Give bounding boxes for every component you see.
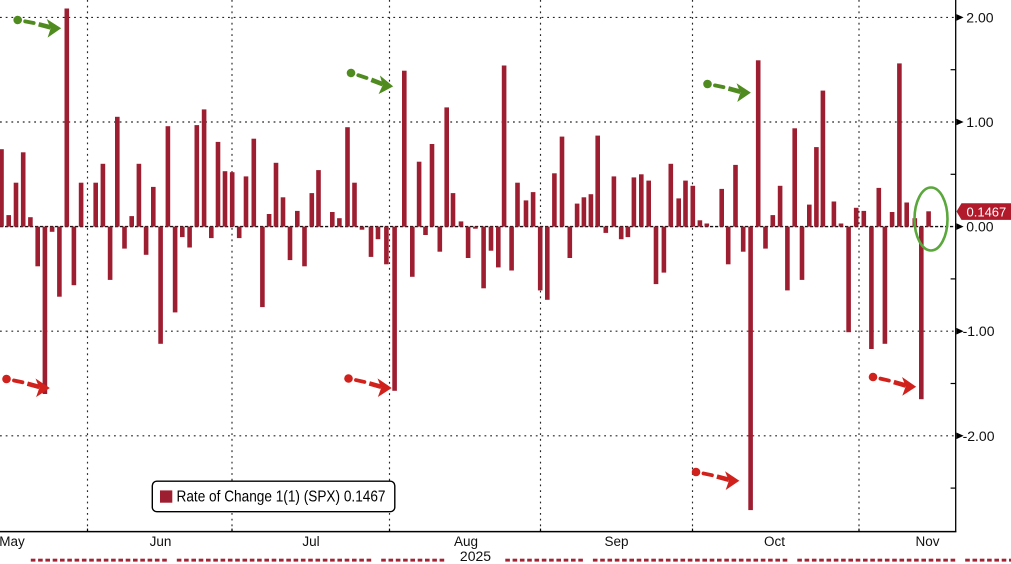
svg-text:Oct: Oct <box>764 534 785 549</box>
svg-text:0.00: 0.00 <box>966 219 993 235</box>
svg-text:Jul: Jul <box>302 534 319 549</box>
svg-text:2025: 2025 <box>460 548 491 564</box>
svg-text:1.00: 1.00 <box>966 114 993 130</box>
svg-text:Rate of Change 1(1) (SPX) 0.1: Rate of Change 1(1) (SPX) 0.1467 <box>177 489 386 506</box>
svg-text:Aug: Aug <box>454 534 478 549</box>
svg-text:Sep: Sep <box>604 534 628 549</box>
svg-text:-1.00: -1.00 <box>963 323 995 339</box>
svg-text:-2.00: -2.00 <box>963 428 995 444</box>
svg-text:Jun: Jun <box>150 534 172 549</box>
svg-text:May: May <box>0 534 25 549</box>
svg-text:0.1467: 0.1467 <box>967 204 1007 219</box>
svg-text:Nov: Nov <box>915 534 939 549</box>
svg-text:2.00: 2.00 <box>966 9 993 25</box>
